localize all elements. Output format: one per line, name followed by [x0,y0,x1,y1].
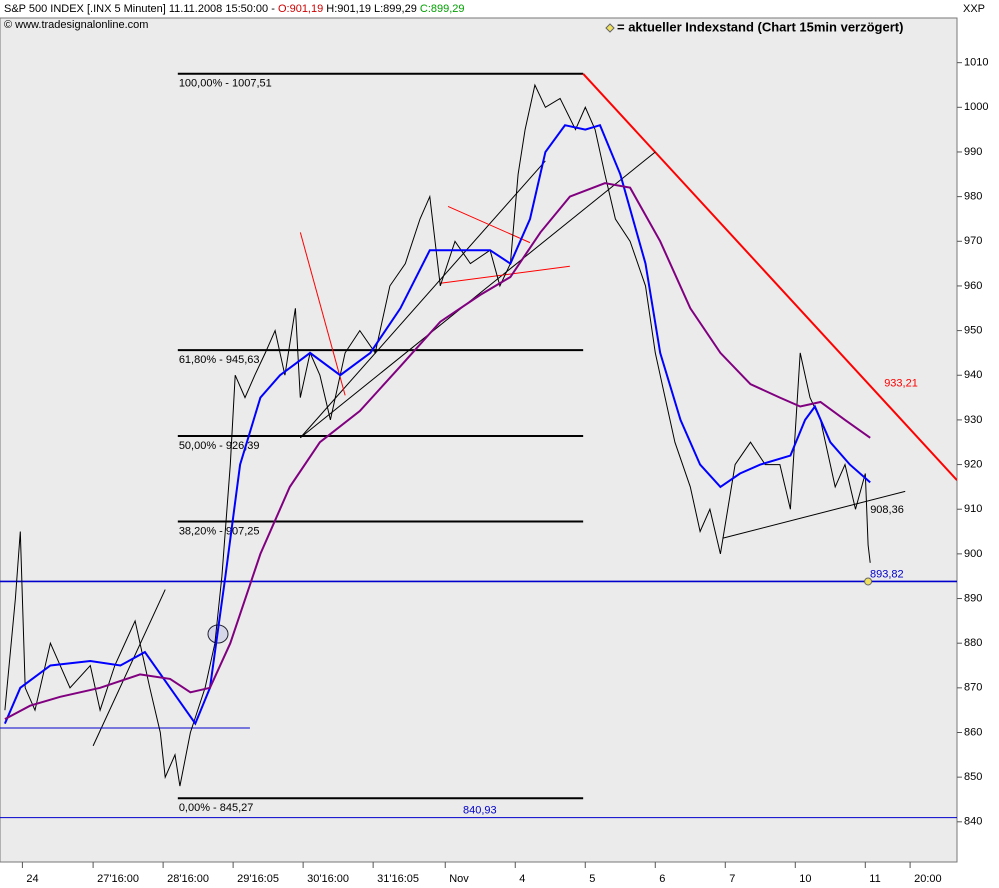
y-tick-label: 850 [964,771,982,783]
y-tick-label: 990 [964,146,982,158]
x-tick-label: Nov [449,873,469,885]
header-close: C:899,29 [420,3,465,15]
y-tick-label: 870 [964,682,982,694]
series-line [3,123,871,726]
header-title: S&P 500 INDEX [.INX 5 Minuten] 11.11.200… [4,3,465,15]
trendline [92,589,166,747]
trendline-label: 933,21 [884,378,918,390]
trendline [299,160,546,439]
trendline [582,73,957,481]
fib-label: 61,80% - 945,63 [179,354,260,366]
x-tick-label: 31'16:05 [377,873,419,885]
y-tick-label: 930 [964,414,982,426]
y-tick-label: 1000 [964,101,988,113]
trendline [299,232,346,396]
trendline-label: 908,36 [870,504,904,516]
x-tick-label: 30'16:00 [307,873,349,885]
plot-layer: 100,00% - 1007,51 61,80% - 945,63 50,00% -… [0,72,957,819]
y-tick-label: 910 [964,503,982,515]
y-tick-label: 950 [964,324,982,336]
fib-label: 50,00% - 926,39 [179,440,260,452]
legend-text: = aktueller Indexstand (Chart 15min verz… [617,19,903,34]
y-tick-label: 880 [964,637,982,649]
y-tick-label: 940 [964,369,982,381]
legend-icon [605,23,615,33]
h-line-label: 893,82 [870,568,904,580]
fib-label: 100,00% - 1007,51 [179,78,272,90]
trendline [447,205,531,244]
header-high-low: H:901,19 L:899,29 [326,3,417,15]
x-tick-label: 7 [729,873,735,885]
x-tick-label: 10 [799,873,811,885]
y-tick-label: 920 [964,458,982,470]
series-line [4,182,871,720]
x-tick-label: 5 [589,873,595,885]
header-open: O:901,19 [278,3,323,15]
h-line-label: 840,93 [463,805,497,817]
x-tick-label: 11 [869,873,880,885]
fib-label: 0,00% - 845,27 [179,802,254,814]
x-tick-label: 6 [659,873,665,885]
y-tick-label: 860 [964,726,982,738]
y-tick-label: 1010 [964,57,988,69]
x-tick-label: 27'16:00 [97,873,139,885]
y-tick-label: 970 [964,235,982,247]
trendline [722,490,906,539]
x-tick-label: 24 [26,873,38,885]
y-tick-label: 900 [964,548,982,560]
x-tick-label: 28'16:00 [167,873,209,885]
current-marker [864,577,873,586]
y-tick-label: 960 [964,280,982,292]
copyright: © www.tradesignalonline.com [4,19,148,31]
header-title-text: S&P 500 INDEX [.INX 5 Minuten] 11.11.200… [4,3,275,15]
series-line [4,83,871,787]
corner-label: XXP [963,3,985,15]
x-tick-label: 20:00 [914,873,942,885]
y-tick-label: 890 [964,592,982,604]
plot-area [0,17,958,863]
trendline [300,151,656,439]
x-tick-label: 29'16:05 [237,873,279,885]
x-tick-label: 4 [519,873,525,885]
y-tick-label: 840 [964,816,982,828]
y-tick-label: 980 [964,191,982,203]
fib-label: 38,20% - 907,25 [179,525,260,537]
